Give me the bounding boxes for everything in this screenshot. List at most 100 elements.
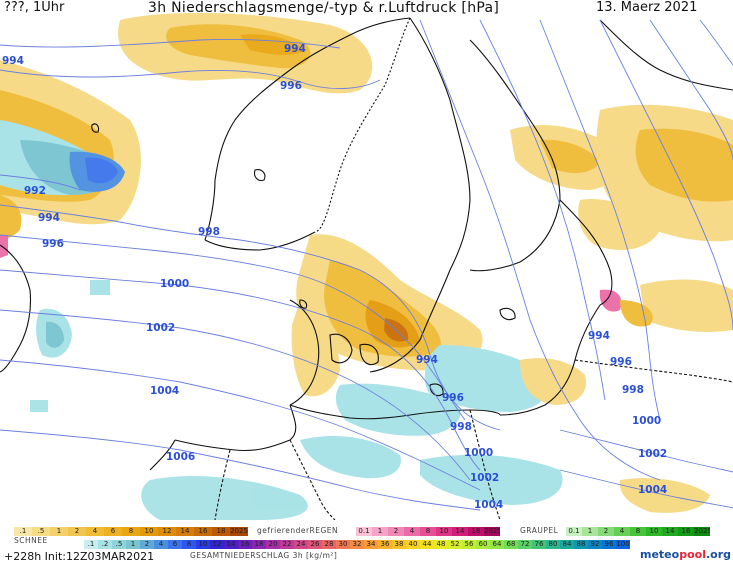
legend-cell: 16 — [194, 527, 212, 536]
legend-cell: .1 — [14, 527, 32, 536]
isobar-label: 1000 — [160, 278, 189, 290]
legend-cell: 18 — [468, 527, 484, 536]
legend-cell: 20 — [266, 540, 280, 549]
legend-cell: 12 — [158, 527, 176, 536]
legend-cell: 4 — [154, 540, 168, 549]
legend-cell: 14 — [224, 540, 238, 549]
isobar-label: 1000 — [632, 415, 661, 427]
isobar-labels: 994 994 996 992 994 996 998 1000 1002 10… — [2, 43, 667, 511]
brand-part: .org — [705, 548, 732, 561]
legend-cell: 28 — [322, 540, 336, 549]
legend-cell: 14 — [452, 527, 468, 536]
legend-cell: 2 — [68, 527, 86, 536]
legend-cell: 10 — [436, 527, 452, 536]
isobar-label: 998 — [450, 421, 472, 433]
legend-cell: 48 — [434, 540, 448, 549]
legend-cell: 6 — [104, 527, 122, 536]
isobar-label: 998 — [198, 226, 220, 238]
legend-cell: 4 — [86, 527, 104, 536]
legend-cell: 22 — [280, 540, 294, 549]
legend-cell: 0.1 — [356, 527, 372, 536]
isobar-label: 994 — [416, 354, 438, 366]
legend-cell: 1 — [126, 540, 140, 549]
isobar-label: 996 — [280, 80, 302, 92]
legend-cell: 14 — [176, 527, 194, 536]
legend-cell: 2 — [598, 527, 614, 536]
isobar-label: 996 — [610, 356, 632, 368]
legend-cell: 8 — [630, 527, 646, 536]
legend-cell: 16 — [238, 540, 252, 549]
isobar-label: 994 — [284, 43, 306, 55]
legend-total-label: GESAMTNIEDERSCHLAG 3h [kg/m²] — [190, 551, 338, 560]
legend-cell: 56 — [462, 540, 476, 549]
legend-cell: 76 — [532, 540, 546, 549]
legend-cell: 8 — [182, 540, 196, 549]
legend-cell: 2025+ — [230, 527, 248, 536]
isobar-label: 994 — [588, 330, 610, 342]
legend-cell: 96 — [602, 540, 616, 549]
legend-cell: 2025+ — [694, 527, 710, 536]
legend-cell: 1 — [582, 527, 598, 536]
isobar-label: 994 — [38, 212, 60, 224]
isobar-label: 1004 — [638, 484, 667, 496]
map-title: 3h Niederschlagsmenge/-typ & r.Luftdruck… — [148, 0, 500, 16]
legend-cell: 16 — [678, 527, 694, 536]
legend-cell: 36 — [378, 540, 392, 549]
legend-cell: 2 — [388, 527, 404, 536]
legend-cell: 4 — [404, 527, 420, 536]
isobar-label: 1006 — [166, 451, 195, 463]
legend-snow-total: .1.2.5 1 2 4 6 8 10 12 14 16 18 20 22 24 26 28 30 32 34 36 3… — [84, 540, 630, 549]
legend-cell: 100 — [616, 540, 630, 549]
isobar-label: 992 — [24, 185, 46, 197]
legend-cell: 44 — [420, 540, 434, 549]
isobar-label: 1002 — [638, 448, 667, 460]
legend-cell: 8 — [122, 527, 140, 536]
legend-cell: 60 — [476, 540, 490, 549]
legend-cell: .2 — [98, 540, 112, 549]
legend-cell: 84 — [560, 540, 574, 549]
legend-cell: 6 — [168, 540, 182, 549]
isobar-label: 994 — [2, 55, 24, 67]
legend-cell: 38 — [392, 540, 406, 549]
isobar-label: 998 — [622, 384, 644, 396]
legend-cell: 10 — [646, 527, 662, 536]
isobar-label: 996 — [42, 238, 64, 250]
legend-cell: .5 — [32, 527, 50, 536]
legend-cell: 14 — [662, 527, 678, 536]
isobar-label: 996 — [442, 392, 464, 404]
legend-graupel-label: GRAUPEL — [520, 526, 559, 535]
legend-cell: 2025+ — [484, 527, 500, 536]
legend-cell: 68 — [504, 540, 518, 549]
legend-cell: 40 — [406, 540, 420, 549]
isobar-label: 1004 — [150, 385, 179, 397]
brand-logo[interactable]: meteopool.org — [640, 548, 731, 561]
legend-cell: 18 — [212, 527, 230, 536]
legend-cell: 64 — [490, 540, 504, 549]
legend-cell: 72 — [518, 540, 532, 549]
brand-part: pool — [679, 548, 706, 561]
legend-cell: 88 — [574, 540, 588, 549]
isobar-label: 1002 — [470, 472, 499, 484]
coastlines — [0, 17, 733, 521]
run-info: +228h Init:12Z03MAR2021 — [4, 550, 155, 563]
legend-cell: 2 — [140, 540, 154, 549]
brand-part: meteo — [640, 548, 680, 561]
isobars — [0, 19, 733, 511]
legend-cell: 26 — [308, 540, 322, 549]
legend-cell: 52 — [448, 540, 462, 549]
map-date: 13. Maerz 2021 — [596, 0, 698, 15]
legend-cell: 34 — [364, 540, 378, 549]
legend-cell: 80 — [546, 540, 560, 549]
legend-cell: 4 — [614, 527, 630, 536]
header-time: ???, 1Uhr — [4, 0, 65, 15]
rain-areas — [0, 12, 733, 520]
legend-fz-label: gefrierenderREGEN — [257, 526, 339, 535]
legend-cell: .1 — [84, 540, 98, 549]
legend-cell: 32 — [350, 540, 364, 549]
legend-cell: 12 — [210, 540, 224, 549]
legend-cell: 8 — [420, 527, 436, 536]
legend-cell: 0.1 — [566, 527, 582, 536]
